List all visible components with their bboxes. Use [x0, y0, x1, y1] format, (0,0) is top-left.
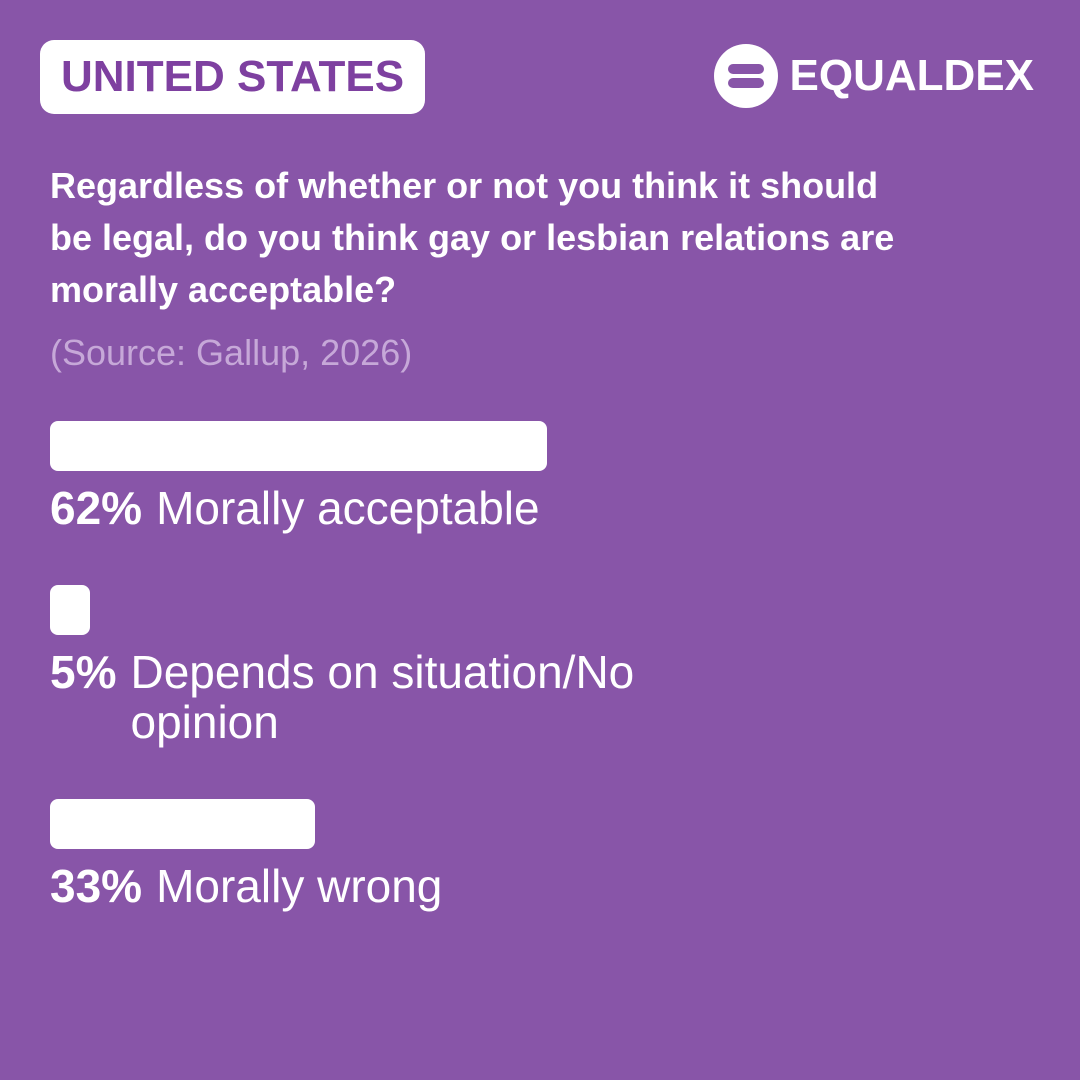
brand: EQUALDEX — [713, 44, 1034, 108]
country-badge: UNITED STATES — [40, 40, 426, 114]
source: (Source: Gallup, 2026) — [50, 332, 413, 373]
bar — [50, 799, 315, 849]
bar — [50, 421, 548, 471]
value-label: 62% — [50, 482, 143, 534]
bar — [50, 585, 91, 635]
bar-label: 33% Morally wrong — [50, 861, 1030, 911]
value-label: 33% — [50, 860, 143, 912]
chart-title: Regardless of whether or not you think i… — [50, 165, 895, 310]
category-label: Morally wrong — [156, 860, 443, 912]
value-label: 5% — [50, 646, 117, 698]
brand-name: EQUALDEX — [789, 51, 1034, 100]
bar-row: 33% Morally wrong — [50, 799, 1030, 911]
category-label: Depends on situation/No opinion — [130, 646, 635, 748]
brand-logo — [713, 44, 778, 108]
bar-row: 62% Morally acceptable — [50, 421, 1030, 533]
category-label: Morally acceptable — [156, 482, 540, 534]
bar-label: 62% Morally acceptable — [50, 483, 1030, 533]
bar-row: 5% Depends on situation/No opinion — [50, 585, 1030, 747]
bar-label: 5% Depends on situation/No opinion — [50, 647, 1030, 747]
